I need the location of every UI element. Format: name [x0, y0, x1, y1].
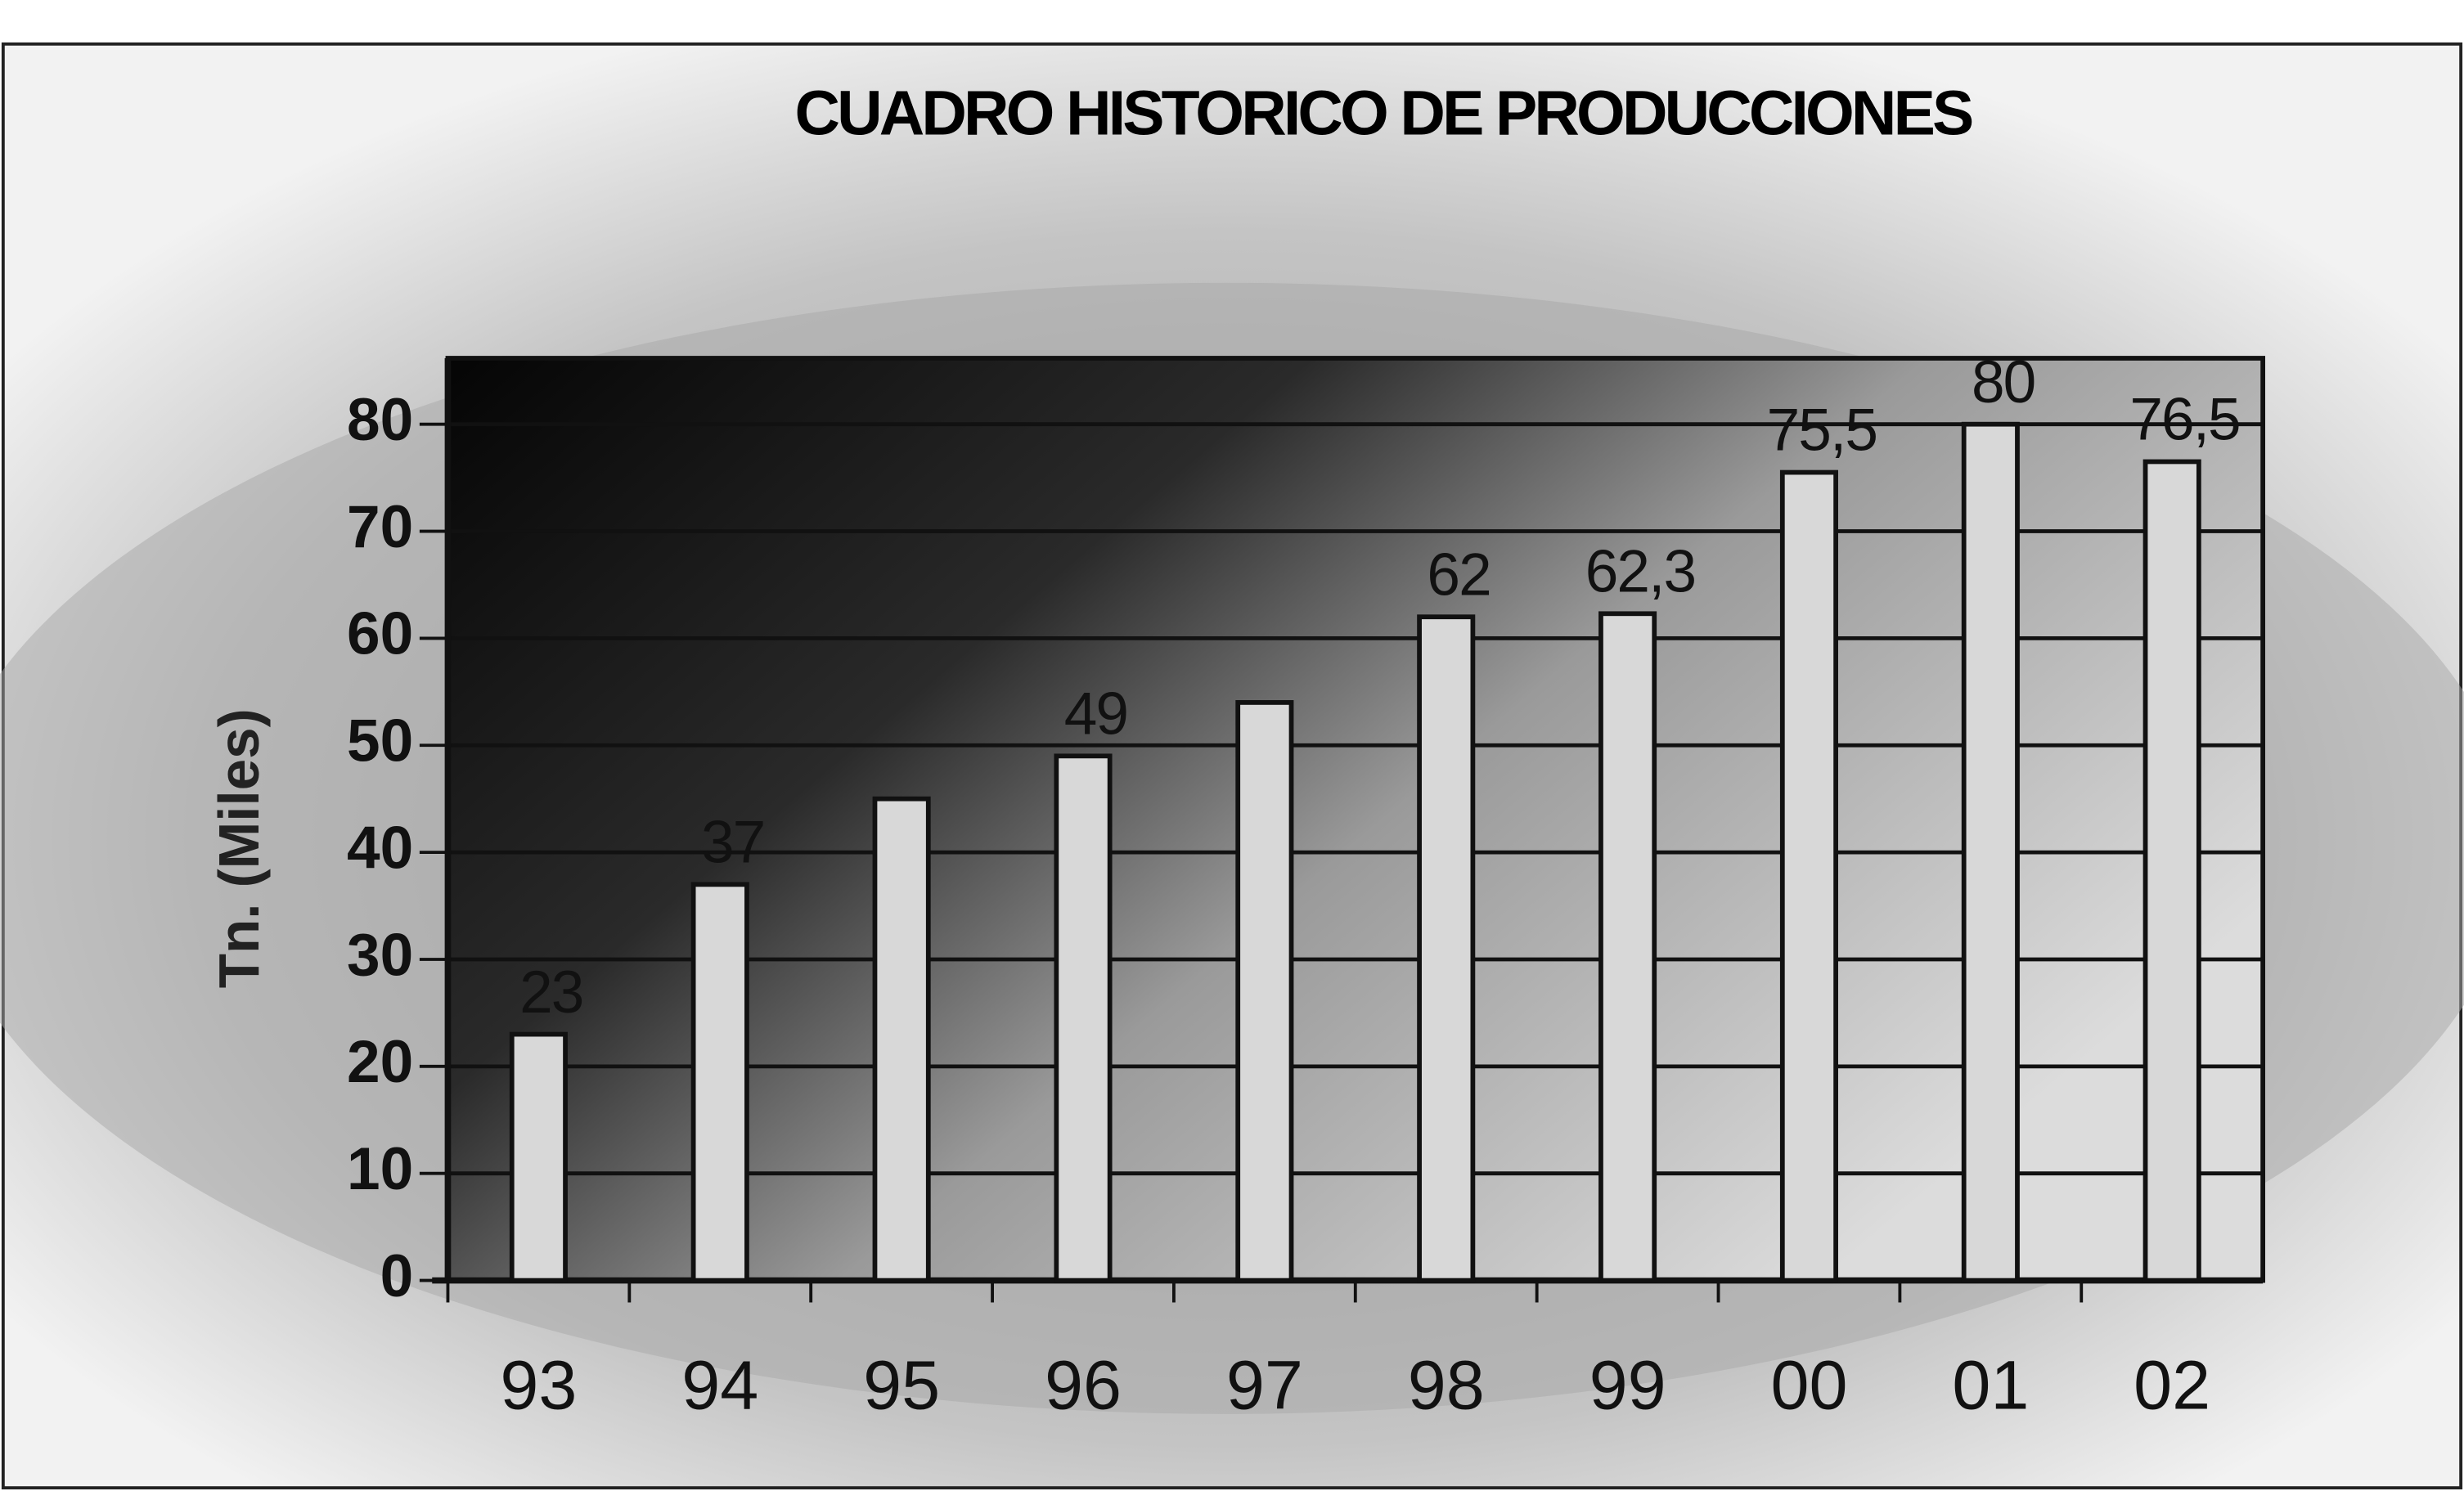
y-tick-label: 20 — [347, 1029, 413, 1095]
data-label: 62,3 — [1585, 538, 1695, 604]
y-tick-label: 10 — [347, 1136, 413, 1202]
y-axis-title: Tn. (Miles) — [207, 708, 271, 988]
bar — [1598, 611, 1657, 1283]
x-tick-label: 95 — [863, 1345, 940, 1423]
bar — [872, 796, 931, 1283]
y-tick-label: 30 — [347, 922, 413, 988]
bar — [690, 882, 749, 1283]
y-tick-label: 80 — [347, 387, 413, 453]
y-tick-label: 0 — [380, 1243, 414, 1309]
chart-title: CUADRO HISTORICO DE PRODUCCIONES — [794, 78, 1972, 148]
data-label: 75,5 — [1767, 397, 1877, 464]
x-tick-label: 02 — [2134, 1345, 2210, 1423]
data-label: 62 — [1427, 541, 1490, 608]
x-tick-label: 93 — [500, 1345, 577, 1423]
bar — [1779, 469, 1838, 1283]
bar — [509, 1031, 568, 1283]
y-tick-label: 60 — [347, 601, 413, 667]
plot-back-wall — [445, 356, 2266, 1283]
x-tick-label: 98 — [1408, 1345, 1485, 1423]
x-tick-label: 99 — [1589, 1345, 1666, 1423]
bar — [2143, 459, 2201, 1283]
x-tick-label: 97 — [1226, 1345, 1303, 1423]
data-label: 76,5 — [2129, 387, 2239, 453]
bar — [1961, 421, 2020, 1283]
x-tick-label: 01 — [1952, 1345, 2029, 1423]
bar — [1417, 614, 1476, 1283]
y-tick-label: 50 — [347, 708, 413, 775]
data-label: 80 — [1972, 349, 2035, 415]
x-tick-label: 00 — [1770, 1345, 1847, 1423]
data-label: 49 — [1064, 681, 1127, 748]
y-tick-label: 70 — [347, 494, 413, 560]
data-label: 23 — [519, 959, 582, 1026]
bar — [1054, 753, 1113, 1283]
y-tick-label: 40 — [347, 815, 413, 881]
x-tick-label: 96 — [1045, 1345, 1122, 1423]
bar — [1235, 700, 1294, 1283]
data-label: 37 — [701, 810, 764, 876]
x-tick-label: 94 — [681, 1345, 758, 1423]
